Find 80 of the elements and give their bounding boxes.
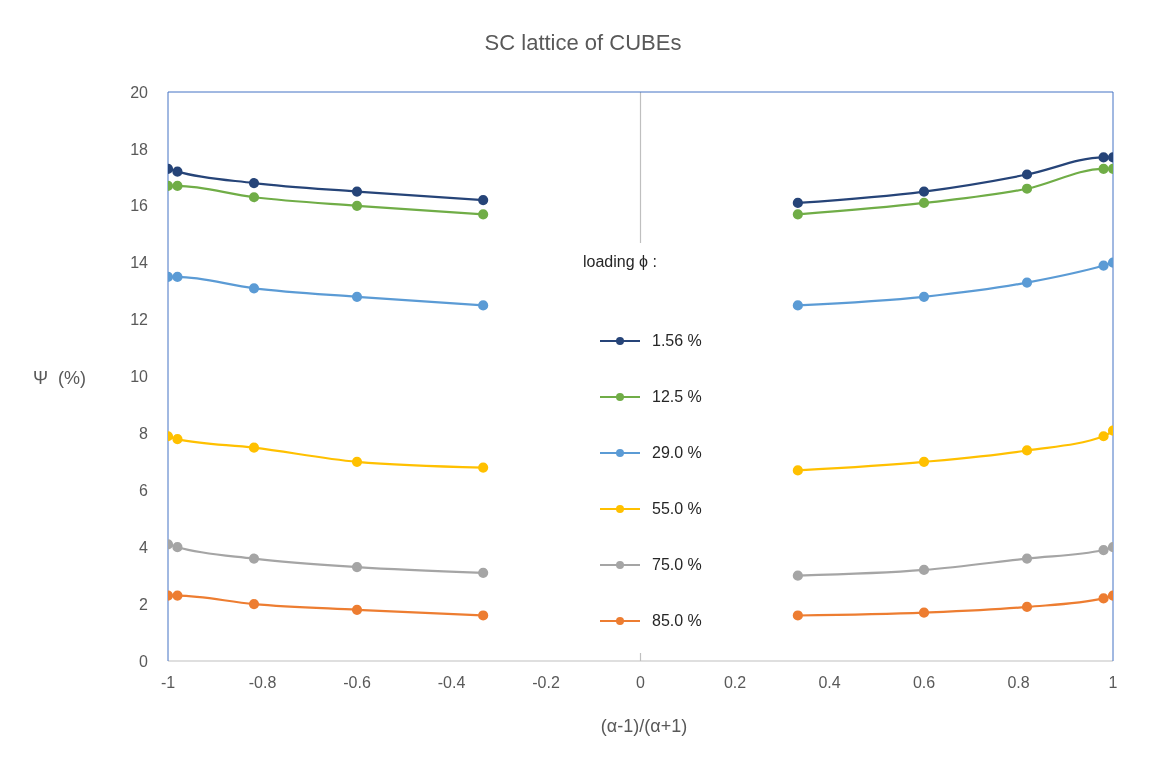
- x-tick-label: 0.6: [912, 674, 936, 692]
- legend-label: 1.56 %: [652, 332, 702, 350]
- legend-title: loading ϕ :: [582, 253, 658, 271]
- legend-label: 29.0 %: [652, 444, 702, 462]
- point: [918, 186, 930, 197]
- point: [478, 209, 489, 220]
- x-tick-label: 1: [1108, 674, 1118, 692]
- point: [1098, 260, 1109, 271]
- x-tick-label: 0.8: [1007, 674, 1030, 692]
- point: [172, 590, 183, 601]
- point: [351, 200, 363, 211]
- y-tick-label: 20: [130, 83, 149, 101]
- legend-label: 85.0 %: [652, 612, 702, 630]
- point: [1098, 544, 1109, 556]
- y-tick-label: 0: [139, 652, 149, 670]
- y-tick-label: 18: [130, 140, 149, 158]
- point: [1021, 183, 1033, 194]
- point: [248, 442, 260, 453]
- point: [351, 604, 363, 615]
- point: [172, 166, 183, 177]
- point: [172, 433, 183, 445]
- point: [351, 186, 363, 197]
- point: [248, 177, 260, 189]
- point: [792, 209, 803, 220]
- x-tick-label: -1: [160, 674, 176, 692]
- y-tick-label: 2: [139, 595, 149, 613]
- point: [172, 180, 183, 191]
- point: [1021, 553, 1033, 564]
- x-axis-title: (α-1)/(α+1): [599, 716, 689, 737]
- point: [1098, 152, 1109, 163]
- x-tick-label: -0.8: [248, 674, 277, 692]
- point: [918, 197, 930, 209]
- point: [792, 300, 803, 311]
- point: [248, 283, 260, 294]
- x-tick-label: 0.4: [818, 674, 841, 692]
- point: [792, 570, 803, 581]
- x-tick-label: -0.2: [532, 674, 560, 692]
- y-tick-label: 12: [130, 311, 149, 329]
- chart-title: SC lattice of CUBEs: [483, 30, 683, 56]
- point: [918, 291, 930, 302]
- legend-label: 75.0 %: [652, 556, 702, 574]
- point: [918, 607, 930, 618]
- point: [172, 271, 183, 283]
- legend-label: 12.5 %: [652, 388, 702, 406]
- x-tick-label: -0.4: [437, 674, 466, 692]
- point: [478, 300, 489, 311]
- y-axis-title: Ψ (%): [33, 368, 87, 389]
- point: [478, 195, 489, 206]
- x-tick-label: 0: [636, 674, 646, 692]
- point: [1098, 593, 1109, 604]
- point: [1021, 601, 1033, 613]
- point: [248, 599, 260, 610]
- point: [1021, 277, 1033, 288]
- point: [1021, 169, 1033, 180]
- point: [792, 610, 803, 621]
- point: [478, 462, 489, 473]
- point: [478, 610, 489, 621]
- point: [248, 553, 260, 564]
- y-tick-label: 8: [139, 425, 149, 443]
- point: [1098, 431, 1109, 442]
- y-tick-label: 10: [130, 368, 149, 386]
- point: [478, 567, 489, 578]
- point: [918, 456, 930, 467]
- x-tick-label: -0.6: [343, 674, 371, 692]
- point: [351, 291, 363, 302]
- y-tick-label: 6: [139, 481, 149, 499]
- point: [792, 465, 803, 476]
- y-tick-label: 4: [139, 538, 149, 556]
- point: [1098, 163, 1109, 174]
- point: [351, 562, 363, 573]
- y-tick-label: 16: [130, 197, 149, 215]
- point: [351, 456, 363, 467]
- point: [918, 564, 930, 576]
- point: [172, 542, 183, 553]
- point: [248, 192, 260, 203]
- point: [1021, 445, 1033, 456]
- legend-label: 55.0 %: [652, 500, 702, 518]
- point: [792, 197, 803, 209]
- x-tick-label: 0.2: [723, 674, 747, 692]
- y-tick-label: 14: [130, 254, 149, 272]
